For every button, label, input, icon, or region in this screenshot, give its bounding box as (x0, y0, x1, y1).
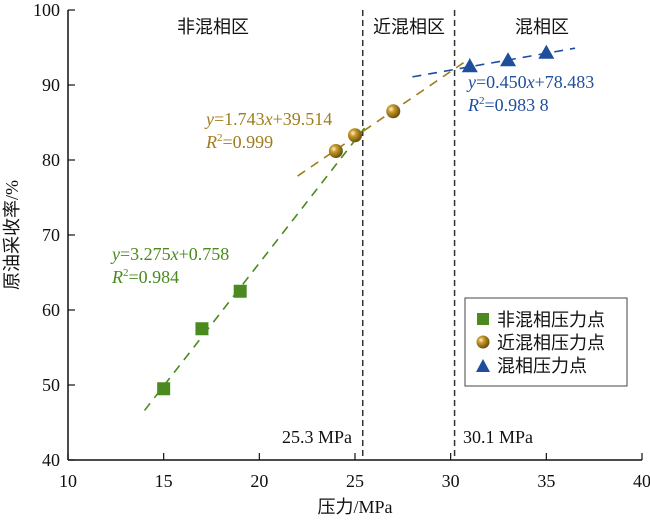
y-tick-label: 40 (42, 450, 60, 470)
data-points (157, 44, 555, 396)
x-tick-label: 10 (59, 471, 77, 491)
fit-line-1 (297, 57, 471, 177)
data-point-sphere (328, 144, 343, 158)
region-label-miscible: 混相区 (515, 17, 569, 37)
legend-label-2: 混相压力点 (497, 356, 587, 376)
x-tick-label: 15 (155, 471, 173, 491)
vline-label-25-3: 25.3 MPa (282, 427, 352, 447)
equation-immiscible: y=3.275x+0.758 R2=0.984 (110, 244, 229, 287)
vline-label-30-1: 30.1 MPa (463, 427, 533, 447)
x-axis-title: 压力/MPa (317, 497, 392, 517)
axes: 10 15 20 25 30 35 40 40 50 60 70 80 90 100 (33, 0, 650, 491)
y-tick-label: 60 (42, 300, 60, 320)
y-tick-label: 90 (42, 75, 60, 95)
equation-near-miscible: y=1.743x+39.514 R2=0.999 (204, 109, 332, 152)
legend-marker-sphere (476, 335, 490, 349)
fit-line-2 (412, 47, 576, 78)
legend: 非混相压力点 近混相压力点 混相压力点 (464, 297, 628, 387)
region-label-near-miscible: 近混相区 (373, 17, 445, 37)
y-tick-label: 70 (42, 225, 60, 245)
y-tick-label: 80 (42, 150, 60, 170)
data-point-triangle (538, 44, 555, 59)
svg-text:R2=0.983 8: R2=0.983 8 (467, 95, 549, 115)
svg-text:y=1.743x+39.514: y=1.743x+39.514 (204, 109, 332, 129)
svg-text:R2=0.984: R2=0.984 (111, 267, 179, 287)
x-tick-label: 20 (250, 471, 268, 491)
legend-label-0: 非混相压力点 (497, 310, 605, 330)
x-tick-label: 25 (346, 471, 364, 491)
data-point-triangle (500, 52, 517, 67)
x-tick-label: 30 (442, 471, 460, 491)
fit-lines (143, 47, 576, 411)
data-point-sphere (386, 104, 401, 119)
region-label-immiscible: 非混相区 (177, 17, 249, 37)
y-axis-title: 原油采收率/% (2, 180, 22, 290)
threshold-lines (361, 10, 456, 460)
svg-text:y=3.275x+0.758: y=3.275x+0.758 (110, 244, 229, 264)
svg-text:y=0.450x+78.483: y=0.450x+78.483 (466, 72, 594, 92)
y-tick-label: 100 (33, 0, 60, 20)
data-point-sphere (348, 128, 362, 143)
fit-line-0 (143, 127, 366, 411)
data-point-square (195, 322, 209, 336)
equation-miscible: y=0.450x+78.483 R2=0.983 8 (466, 72, 594, 115)
y-tick-label: 50 (42, 375, 60, 395)
legend-marker-triangle (476, 359, 490, 372)
x-tick-label: 35 (537, 471, 555, 491)
data-point-square (157, 382, 171, 396)
legend-label-1: 近混相压力点 (497, 333, 605, 353)
data-point-triangle (461, 58, 478, 73)
svg-text:R2=0.999: R2=0.999 (205, 132, 273, 152)
x-tick-label: 40 (633, 471, 650, 491)
data-point-square (233, 284, 247, 298)
legend-marker-square (477, 313, 489, 325)
